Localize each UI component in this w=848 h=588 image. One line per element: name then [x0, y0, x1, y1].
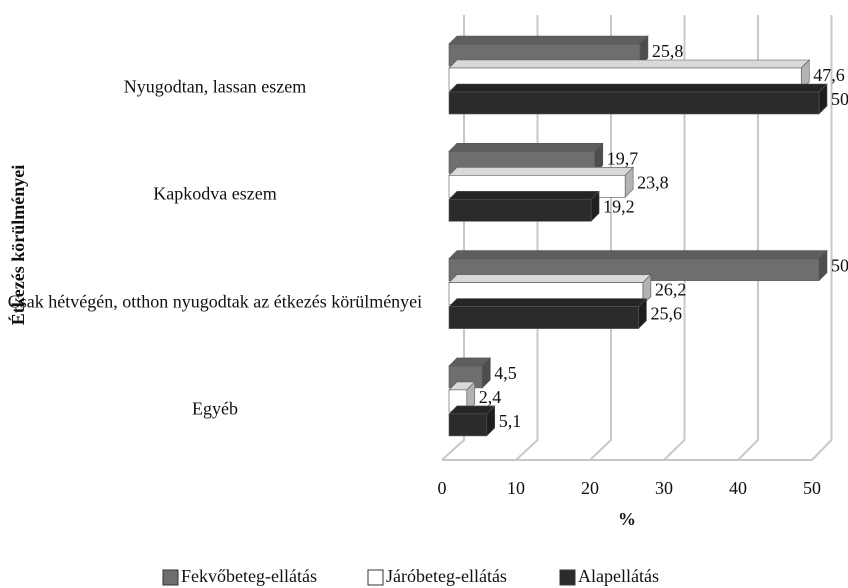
- data-label: 19,2: [603, 196, 635, 216]
- y-tick-label: Egyéb: [192, 398, 238, 419]
- legend-label: Alapellátás: [578, 566, 659, 586]
- y-tick-label: Nyugodtan, lassan eszem: [123, 76, 307, 97]
- bar-top: [448, 167, 634, 176]
- data-label: 23,8: [637, 172, 669, 192]
- bar-top: [448, 298, 648, 307]
- y-axis-label: Étkezés körülményei: [7, 165, 28, 325]
- bar: [448, 91, 820, 115]
- legend-label: Járóbeteg-ellátás: [386, 566, 507, 586]
- bar-top: [448, 83, 828, 93]
- x-axis-label: %: [618, 509, 636, 529]
- bar-top: [448, 143, 604, 152]
- data-label: 26,2: [655, 280, 687, 300]
- legend-label: Fekvőbeteg-ellátás: [181, 566, 317, 586]
- data-label: 50: [831, 89, 848, 109]
- data-label: 2,4: [479, 387, 502, 407]
- data-label: 4,5: [494, 363, 517, 383]
- legend-swatch: [559, 569, 576, 586]
- data-label: 19,7: [607, 148, 639, 168]
- bar: [448, 413, 488, 437]
- y-tick-label: Csak hétvégén, otthon nyugodtak az étkez…: [7, 291, 423, 312]
- y-tick-label: Kapkodva eszem: [153, 183, 277, 204]
- grid-line: [737, 15, 759, 461]
- bar-top: [448, 274, 652, 283]
- legend-swatch: [162, 569, 179, 586]
- x-tick-label: 10: [507, 478, 525, 498]
- data-label: 47,6: [813, 65, 845, 85]
- bar-group: [448, 297, 648, 330]
- grid-line: [663, 15, 686, 461]
- grid-line: [811, 15, 833, 461]
- bar-top: [448, 191, 600, 200]
- bar-group: [448, 405, 496, 437]
- bar: [448, 306, 639, 329]
- x-tick-label: 30: [655, 478, 673, 498]
- x-tick-label: 40: [729, 478, 747, 498]
- bar-group: [448, 83, 828, 115]
- bar: [448, 199, 592, 222]
- data-label: 25,6: [650, 304, 682, 324]
- grid-line: [589, 15, 612, 461]
- bar-top: [448, 250, 828, 259]
- bar-top: [448, 59, 810, 69]
- x-tick-label: 0: [438, 478, 447, 498]
- x-tick-label: 20: [581, 478, 599, 498]
- data-label: 5,1: [499, 411, 522, 431]
- x-tick-label: 50: [803, 478, 821, 498]
- bar-group: [448, 190, 600, 223]
- data-label: 25,8: [652, 41, 684, 61]
- bar-top: [448, 35, 649, 45]
- legend-swatch: [367, 569, 384, 586]
- data-label: 50: [831, 256, 848, 276]
